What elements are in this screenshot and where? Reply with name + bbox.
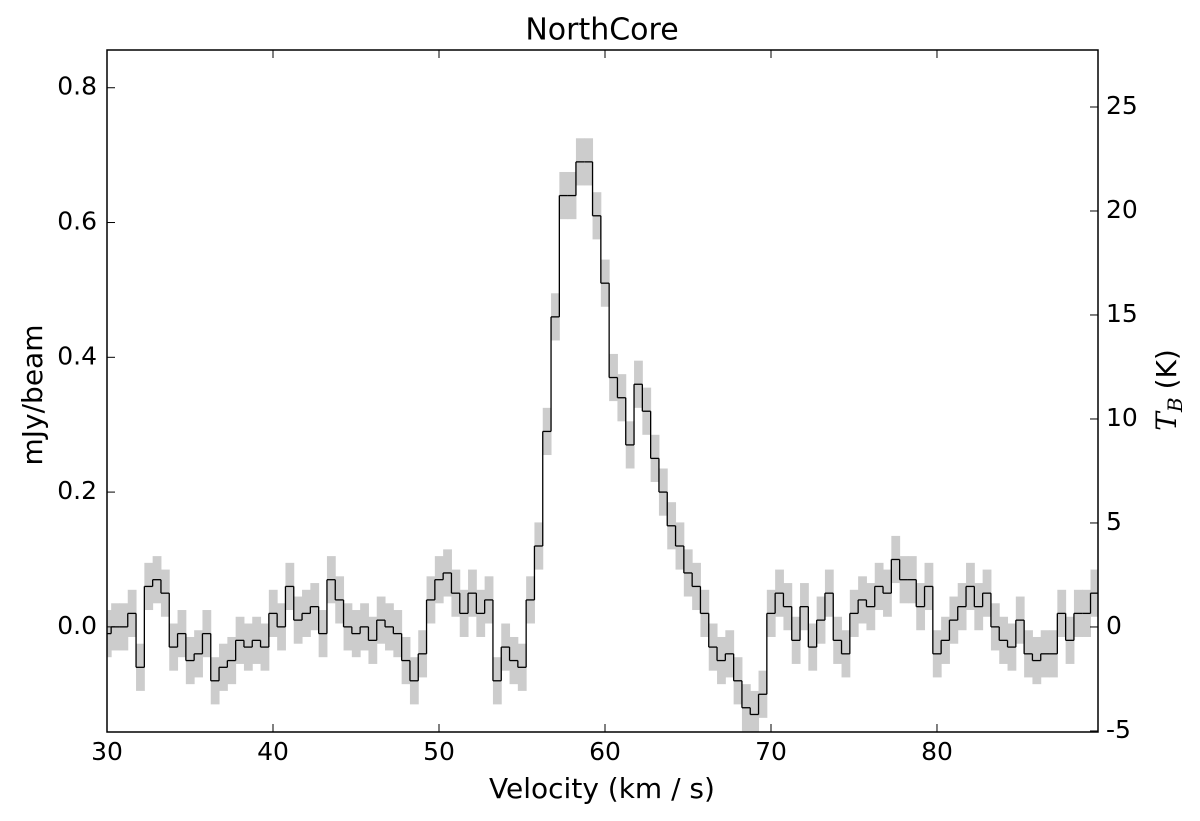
x-tick-label: 50: [423, 737, 455, 766]
x-tick-label: 40: [257, 737, 289, 766]
x-axis-label: Velocity (km / s): [489, 772, 715, 805]
plot-frame: [106, 49, 1099, 733]
x-tick-label: 80: [921, 737, 953, 766]
x-tick-label: 60: [589, 737, 621, 766]
y2-tick-label: 0: [1106, 611, 1122, 640]
y-tick-label: 0.8: [57, 72, 97, 101]
y2-tick-label: 5: [1106, 507, 1122, 536]
y2-axis-label: TB (K): [1150, 349, 1187, 431]
y2-label-subscript: B: [1163, 397, 1187, 413]
error-band: [750, 690, 760, 732]
y2-tick-label: -5: [1106, 715, 1131, 744]
y2-tick-label: 10: [1106, 403, 1138, 432]
y2-label-unit: (K): [1150, 349, 1183, 389]
y-tick-label: 0.2: [57, 476, 97, 505]
y2-label-symbol: T: [1150, 410, 1183, 431]
spectrum-line: [107, 161, 1098, 716]
x-tick-label: 30: [91, 737, 123, 766]
y2-tick-label: 20: [1106, 195, 1138, 224]
y2-tick-label: 25: [1106, 91, 1138, 120]
chart-title: NorthCore: [525, 13, 678, 48]
y2-tick-label: 15: [1106, 299, 1138, 328]
x-tick-label: 70: [755, 737, 787, 766]
y-tick-label: 0.4: [57, 341, 97, 370]
y-tick-label: 0.0: [57, 611, 97, 640]
y-axis-label: mJy/beam: [16, 325, 49, 466]
y-tick-label: 0.6: [57, 207, 97, 236]
